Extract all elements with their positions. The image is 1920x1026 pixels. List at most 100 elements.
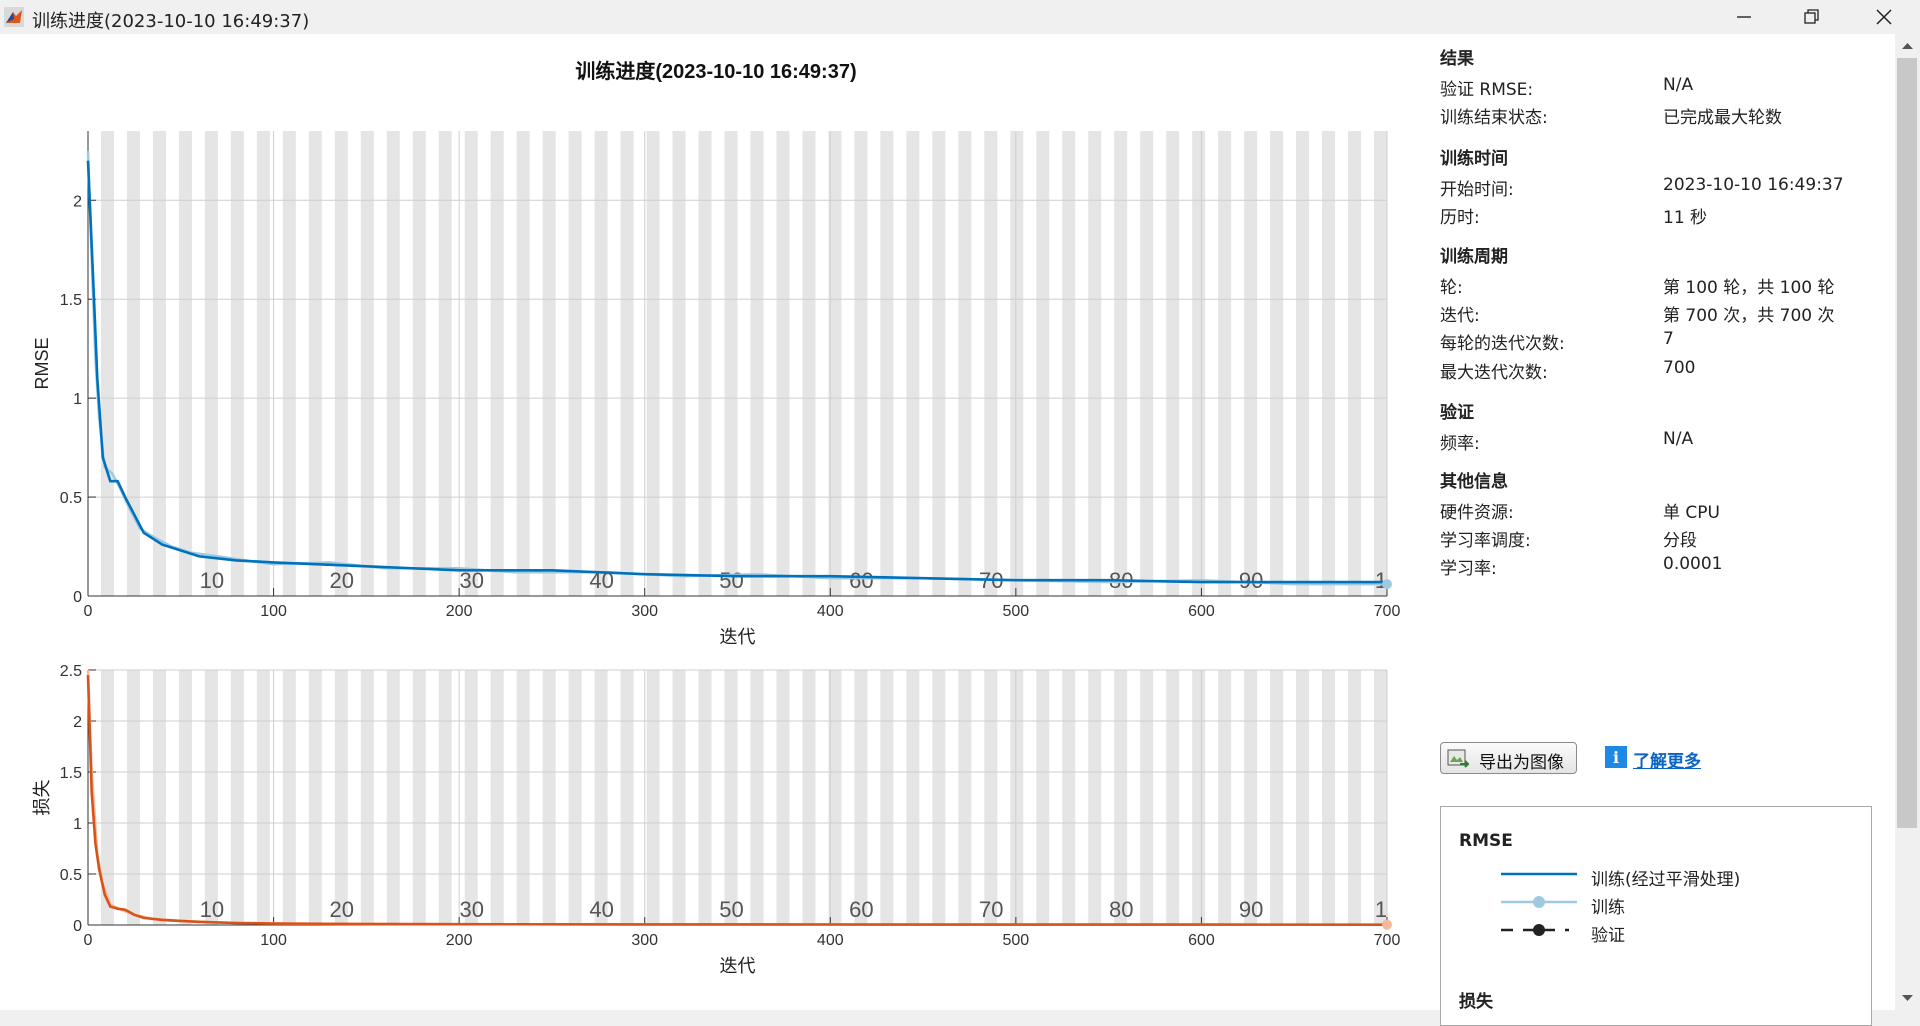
rmse-x-tick-label: 700 xyxy=(1374,603,1401,620)
rmse-final-marker xyxy=(1382,579,1392,590)
cycle-row-value: 700 xyxy=(1663,357,1696,378)
svg-text:i: i xyxy=(1613,748,1619,767)
loss-epoch-stripe xyxy=(204,670,218,925)
rmse-y-tick-label: 0.5 xyxy=(60,490,82,507)
rmse-epoch-label: 60 xyxy=(849,568,873,593)
legend-rmse-title: RMSE xyxy=(1459,831,1513,851)
results-row-value: 已完成最大轮数 xyxy=(1663,108,1782,129)
loss-epoch-stripe xyxy=(360,670,374,925)
results-row-label: 训练结束状态: xyxy=(1440,108,1548,129)
section-title-results: 结果 xyxy=(1440,49,1474,69)
time-row-value: 2023-10-10 16:49:37 xyxy=(1663,175,1844,195)
rmse-y-axis-label: RMSE xyxy=(32,337,52,389)
minimize-icon xyxy=(1737,16,1751,18)
window-title: 训练进度(2023-10-10 16:49:37) xyxy=(32,11,310,32)
rmse-epoch-stripe xyxy=(828,131,842,596)
rmse-epoch-stripes xyxy=(100,131,1387,596)
loss-epoch-stripe xyxy=(984,670,998,925)
rmse-epoch-label: 10 xyxy=(200,568,224,593)
section-title-time: 训练时间 xyxy=(1440,149,1508,169)
results-row-label: 验证 RMSE: xyxy=(1440,80,1534,100)
minimize-button[interactable] xyxy=(1710,0,1778,34)
loss-epoch-stripe xyxy=(906,670,920,925)
loss-epoch-stripe xyxy=(958,670,972,925)
loss-epoch-stripe xyxy=(334,670,348,925)
rmse-epoch-stripe xyxy=(152,131,166,596)
loss-epoch-stripe xyxy=(1166,670,1180,925)
loss-epoch-stripe xyxy=(464,670,478,925)
loss-y-tick-label: 0.5 xyxy=(60,867,82,884)
loss-final-marker xyxy=(1382,919,1392,930)
loss-epoch-stripe xyxy=(516,670,530,925)
rmse-epoch-stripe xyxy=(1114,131,1128,596)
loss-epoch-stripe xyxy=(490,670,504,925)
loss-x-tick-label: 500 xyxy=(1003,932,1030,949)
rmse-epoch-stripe xyxy=(282,131,296,596)
loss-epoch-stripe xyxy=(1114,670,1128,925)
loss-epoch-stripe xyxy=(178,670,192,925)
rmse-epoch-stripe xyxy=(1244,131,1258,596)
loss-epoch-label: 10 xyxy=(200,897,224,922)
validation-row-value: N/A xyxy=(1663,429,1694,449)
scroll-thumb[interactable] xyxy=(1897,58,1917,828)
restore-button[interactable] xyxy=(1778,0,1846,34)
loss-epoch-stripe xyxy=(230,670,244,925)
validation-row-label: 频率: xyxy=(1440,434,1480,454)
rmse-epoch-stripe xyxy=(906,131,920,596)
loss-epoch-stripe xyxy=(438,670,452,925)
train-dot-swatch xyxy=(1501,896,1577,908)
close-button[interactable] xyxy=(1850,0,1918,34)
loss-epoch-label: 50 xyxy=(719,897,743,922)
vertical-scrollbar[interactable] xyxy=(1895,34,1920,1010)
loss-y-tick-label: 1.5 xyxy=(60,765,82,782)
rmse-epoch-stripe xyxy=(542,131,556,596)
rmse-epoch-stripe xyxy=(1088,131,1102,596)
rmse-epoch-label: 50 xyxy=(719,568,743,593)
loss-epoch-label: 60 xyxy=(849,897,873,922)
export-image-label: 导出为图像 xyxy=(1479,753,1564,773)
section-title-other: 其他信息 xyxy=(1440,472,1508,492)
time-row-label: 历时: xyxy=(1440,208,1480,229)
rmse-epoch-stripe xyxy=(1296,131,1310,596)
legend-item-label: 训练 xyxy=(1591,898,1625,918)
rmse-epoch-stripe xyxy=(204,131,218,596)
rmse-epoch-stripe xyxy=(880,131,894,596)
loss-y-tick-label: 2 xyxy=(73,714,82,731)
loss-epoch-label: 1 xyxy=(1375,897,1387,922)
rmse-epoch-stripe xyxy=(1322,131,1336,596)
rmse-epoch-stripe xyxy=(1374,131,1387,596)
loss-epoch-stripe xyxy=(542,670,556,925)
rmse-epoch-stripe xyxy=(334,131,348,596)
rmse-y-tick-label: 0 xyxy=(73,589,82,606)
loss-epoch-stripe xyxy=(1270,670,1284,925)
chart-title: 训练进度(2023-10-10 16:49:37) xyxy=(575,59,856,83)
loss-epoch-stripe xyxy=(568,670,582,925)
loss-x-tick-label: 300 xyxy=(631,932,658,949)
results-row-value: N/A xyxy=(1663,75,1694,95)
title-bar: 训练进度(2023-10-10 16:49:37) xyxy=(0,0,1920,34)
cycle-row-label: 轮: xyxy=(1440,278,1463,298)
time-row-value: 11 秒 xyxy=(1663,208,1708,229)
rmse-epoch-stripe xyxy=(672,131,686,596)
scroll-up-icon[interactable] xyxy=(1895,36,1920,56)
loss-epoch-stripe xyxy=(594,670,608,925)
cycle-row-label: 每轮的迭代次数: xyxy=(1440,334,1565,355)
loss-epoch-stripe xyxy=(1192,670,1206,925)
loss-epoch-stripe xyxy=(1244,670,1258,925)
loss-epoch-stripe xyxy=(802,670,816,925)
loss-epoch-stripe xyxy=(1140,670,1154,925)
loss-x-tick-label: 600 xyxy=(1188,932,1215,949)
loss-epoch-stripe xyxy=(776,670,790,925)
scroll-down-icon[interactable] xyxy=(1895,988,1920,1008)
rmse-epoch-stripe xyxy=(698,131,712,596)
loss-epoch-label: 40 xyxy=(589,897,613,922)
training-progress-plots: 训练进度(2023-10-10 16:49:37)10 20 30 40 50 60 70 8… xyxy=(32,59,1401,976)
rmse-epoch-stripe xyxy=(568,131,582,596)
other-row-value: 0.0001 xyxy=(1663,554,1723,575)
loss-epoch-stripe xyxy=(1010,670,1024,925)
export-image-button[interactable]: 导出为图像 xyxy=(1440,742,1577,774)
loss-epoch-stripe xyxy=(828,670,842,925)
rmse-epoch-stripe xyxy=(1270,131,1284,596)
rmse-epoch-stripe xyxy=(646,131,660,596)
loss-x-tick-label: 200 xyxy=(446,932,473,949)
